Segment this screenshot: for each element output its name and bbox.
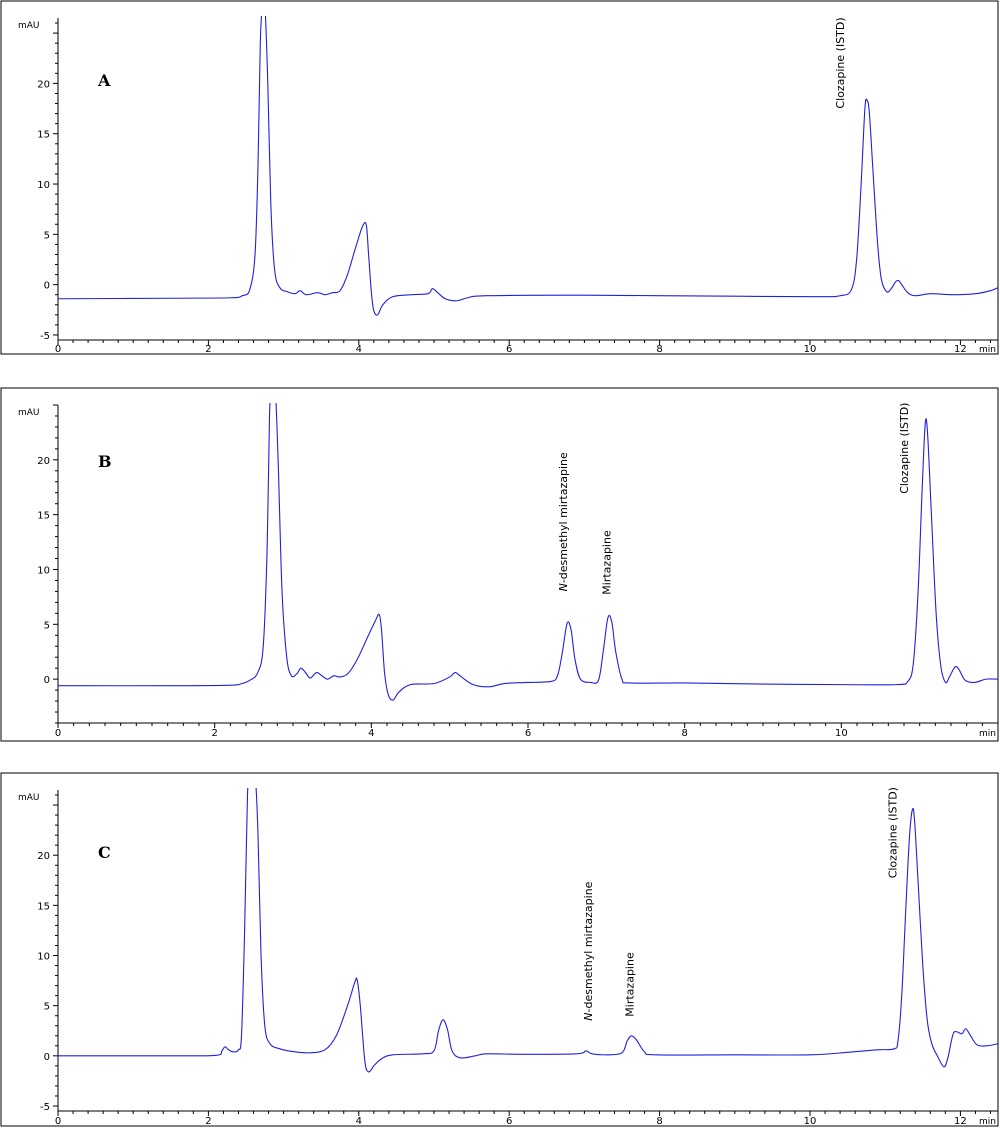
y-tick-label: 10 [37,952,50,963]
x-tick-label: 12 [954,1116,967,1127]
y-tick-label: 20 [37,851,50,862]
x-axis-unit: min [979,345,996,355]
peak-annotation: Mirtazapine [600,530,613,595]
y-axis-unit: mAU [18,793,40,803]
y-tick-label: 0 [44,1052,50,1063]
peak-annotation: N-desmethyl mirtazapine [582,881,595,1020]
chromatogram-trace [58,403,998,701]
chromatogram-a-svg: -5 0 5 10 15 20 0 2 4 6 8 10 12 mAU min A Clozapine (IST… [0,0,999,355]
chromatogram-panel-c: -5 0 5 10 15 20 0 2 4 6 8 10 12 mAU min C N-desmethyl mi… [0,772,1000,1129]
y-tick-label: -5 [40,331,50,342]
panel-letter: B [98,452,112,471]
x-tick-label: 2 [205,1116,211,1127]
y-tick-label: 10 [37,180,50,191]
x-tick-label: 8 [656,344,662,355]
y-tick-label: 15 [37,130,50,141]
y-axis-unit: mAU [18,21,40,31]
chromatogram-panel-a: -5 0 5 10 15 20 0 2 4 6 8 10 12 mAU min A Clozapine (IST… [0,0,1000,359]
x-tick-label: 4 [356,1116,362,1127]
x-tick-label: 10 [804,344,817,355]
y-tick-label: 0 [44,675,50,686]
x-tick-label: 12 [954,344,967,355]
y-tick-label: 10 [37,565,50,576]
y-tick-label: 0 [44,281,50,292]
x-tick-label: 10 [835,728,848,739]
peak-annotation: Clozapine (ISTD) [898,403,911,494]
chromatogram-panel-b: 0 5 10 15 20 0 2 4 6 8 10 mAU min B N-desmethyl mirtaz… [0,387,1000,744]
x-axis-unit: min [979,1117,996,1127]
peak-annotation: Clozapine (ISTD) [887,787,900,878]
panel-letter: A [97,71,111,90]
y-tick-label: 5 [44,230,50,241]
y-tick-label: 5 [44,620,50,631]
peak-annotation: Mirtazapine [623,952,636,1017]
y-tick-label: 5 [44,1002,50,1013]
x-tick-label: 0 [55,1116,61,1127]
x-tick-label: 6 [506,1116,512,1127]
y-tick-label: 20 [37,456,50,467]
x-tick-label: 6 [506,344,512,355]
x-tick-label: 8 [656,1116,662,1127]
x-axis-unit: min [979,729,996,739]
x-tick-label: 2 [211,728,217,739]
y-tick-label: -5 [40,1102,50,1113]
x-tick-label: 0 [55,728,61,739]
chromatogram-trace [58,788,998,1073]
x-tick-label: 2 [205,344,211,355]
x-tick-label: 8 [681,728,687,739]
chromatogram-b-svg: 0 5 10 15 20 0 2 4 6 8 10 mAU min B N-desmethyl mirtaz… [0,387,999,742]
y-axis-unit: mAU [18,408,40,418]
x-tick-label: 10 [804,1116,817,1127]
x-tick-label: 4 [356,344,362,355]
y-tick-label: 20 [37,79,50,90]
chromatogram-c-svg: -5 0 5 10 15 20 0 2 4 6 8 10 12 mAU min C N-desmethyl mi… [0,772,999,1127]
peak-annotation: Clozapine (ISTD) [834,17,847,108]
peak-annotation: N-desmethyl mirtazapine [557,452,570,591]
y-tick-label: 15 [37,511,50,522]
x-tick-label: 6 [525,728,531,739]
x-tick-label: 4 [368,728,374,739]
x-tick-label: 0 [55,344,61,355]
panel-frame [0,772,999,1127]
y-tick-label: 15 [37,901,50,912]
panel-frame [0,0,999,355]
panel-letter: C [98,843,111,862]
chromatogram-trace [58,16,998,316]
panel-frame [0,387,999,742]
